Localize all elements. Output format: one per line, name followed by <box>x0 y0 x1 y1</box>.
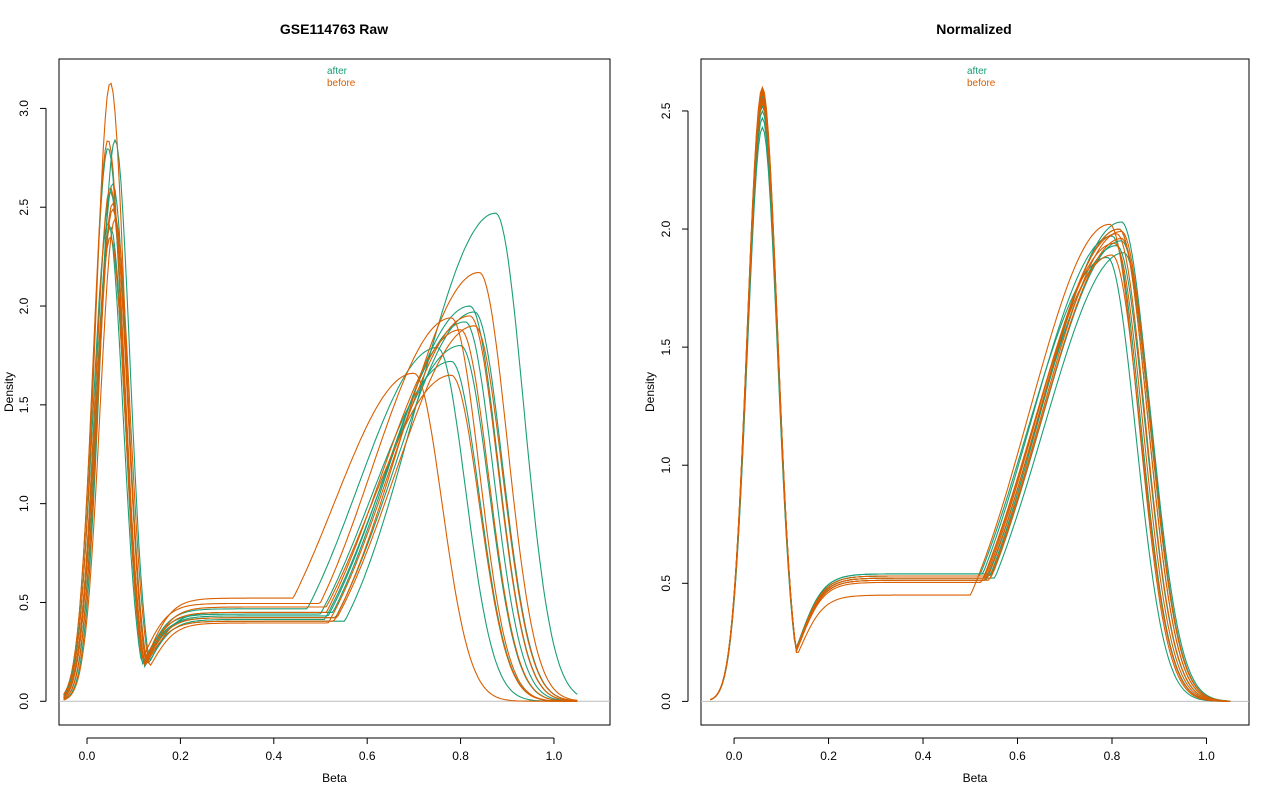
x-tick-label: 1.0 <box>546 749 563 763</box>
y-tick-label: 1.0 <box>659 457 673 474</box>
y-tick-label: 2.5 <box>659 102 673 119</box>
x-tick-label: 0.4 <box>915 749 932 763</box>
y-axis-label: Density <box>643 372 657 412</box>
chart-title-normalized: Normalized <box>936 21 1011 37</box>
y-tick-label: 3.0 <box>17 100 31 117</box>
x-tick-label: 0.4 <box>265 749 282 763</box>
x-tick-label: 0.2 <box>820 749 837 763</box>
density-line-before <box>710 88 1231 702</box>
density-line-before <box>710 92 1231 702</box>
density-line-before <box>63 140 578 702</box>
chart-title-raw: GSE114763 Raw <box>280 21 388 37</box>
y-axis-label: Density <box>2 372 16 412</box>
density-line-after <box>710 104 1231 702</box>
density-line-after <box>710 109 1231 702</box>
y-tick-label: 1.5 <box>17 396 31 413</box>
density-line-after <box>63 182 578 702</box>
density-line-after <box>710 95 1231 702</box>
x-tick-label: 0.0 <box>726 749 743 763</box>
density-line-before <box>710 102 1231 702</box>
y-tick-label: 2.0 <box>659 220 673 237</box>
y-tick-label: 1.5 <box>659 338 673 355</box>
x-tick-label: 0.6 <box>1009 749 1026 763</box>
density-line-before <box>710 99 1231 702</box>
legend-entry-before: before <box>327 78 356 89</box>
density-line-after <box>710 126 1231 702</box>
density-line-before <box>63 202 578 702</box>
y-tick-label: 0.0 <box>17 693 31 710</box>
y-tick-label: 1.0 <box>17 495 31 512</box>
y-tick-label: 0.5 <box>659 575 673 592</box>
plot-frame <box>700 58 1250 726</box>
y-tick-label: 0.5 <box>17 594 31 611</box>
y-tick-label: 2.5 <box>17 199 31 216</box>
y-tick-label: 2.0 <box>17 297 31 314</box>
legend-entry-after: after <box>967 66 988 77</box>
y-tick-label: 0.0 <box>659 693 673 710</box>
density-line-after <box>710 90 1231 702</box>
x-tick-label: 0.8 <box>452 749 469 763</box>
density-series-group <box>710 85 1231 702</box>
density-line-before <box>63 217 578 702</box>
density-line-before <box>63 236 578 702</box>
x-axis-label: Beta <box>963 771 988 785</box>
legend-entry-after: after <box>327 66 348 77</box>
density-line-after <box>710 97 1231 702</box>
density-line-before <box>63 82 578 701</box>
density-line-before <box>710 90 1231 702</box>
density-line-before <box>63 187 578 702</box>
density-line-before <box>710 85 1231 702</box>
density-series-group <box>63 82 578 702</box>
x-tick-label: 0.6 <box>359 749 376 763</box>
density-line-after <box>710 116 1231 702</box>
density-line-before <box>710 97 1231 702</box>
normalized-density-panel: Normalized 0.0 0.2 0.4 0.6 0.8 1.0 0.0 0.5 1.0 1.5… <box>643 21 1250 785</box>
x-tick-label: 0.2 <box>172 749 189 763</box>
plot-frame <box>58 58 611 726</box>
x-tick-label: 1.0 <box>1198 749 1215 763</box>
raw-density-panel: GSE114763 Raw 0.0 0.2 0.4 0.6 0.8 1.0 0.0 0.5 1.0… <box>2 21 611 785</box>
x-axis-label: Beta <box>322 771 347 785</box>
legend-entry-before: before <box>967 78 996 89</box>
x-tick-label: 0.0 <box>79 749 96 763</box>
x-tick-label: 0.8 <box>1104 749 1121 763</box>
